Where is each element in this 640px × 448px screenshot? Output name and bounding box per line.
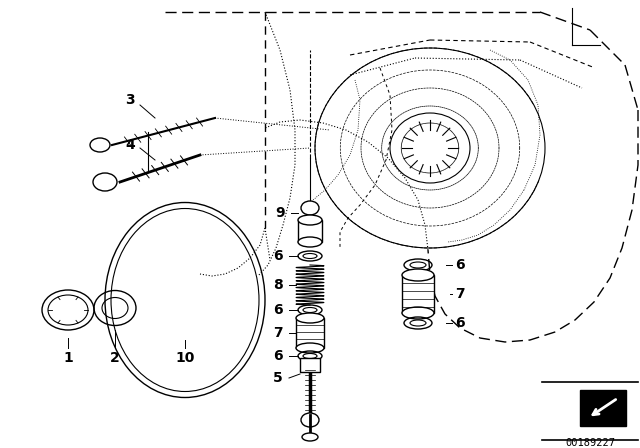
Text: 6: 6	[455, 316, 465, 330]
Ellipse shape	[302, 433, 318, 441]
Text: 8: 8	[273, 278, 283, 292]
Ellipse shape	[402, 307, 434, 319]
Ellipse shape	[90, 138, 110, 152]
Ellipse shape	[296, 313, 324, 323]
Bar	[300, 358, 320, 372]
Text: 5: 5	[273, 371, 283, 385]
Text: 9: 9	[275, 206, 285, 220]
Bar	[296, 318, 324, 348]
Bar	[402, 275, 434, 313]
Text: 4: 4	[125, 138, 135, 152]
Ellipse shape	[402, 269, 434, 281]
Text: 6: 6	[273, 349, 283, 363]
Bar	[298, 220, 322, 242]
Text: 1: 1	[63, 351, 73, 365]
Text: 6: 6	[273, 303, 283, 317]
Text: 6: 6	[455, 258, 465, 272]
Bar	[580, 390, 626, 426]
Ellipse shape	[301, 201, 319, 215]
Text: 10: 10	[175, 351, 195, 365]
Ellipse shape	[301, 413, 319, 427]
Text: 2: 2	[110, 351, 120, 365]
Text: 3: 3	[125, 93, 135, 107]
Text: 6: 6	[273, 249, 283, 263]
Ellipse shape	[298, 237, 322, 247]
Ellipse shape	[298, 215, 322, 225]
Text: 7: 7	[455, 287, 465, 301]
Ellipse shape	[296, 343, 324, 353]
Text: 00189227: 00189227	[565, 438, 615, 448]
Ellipse shape	[93, 173, 117, 191]
Text: 7: 7	[273, 326, 283, 340]
